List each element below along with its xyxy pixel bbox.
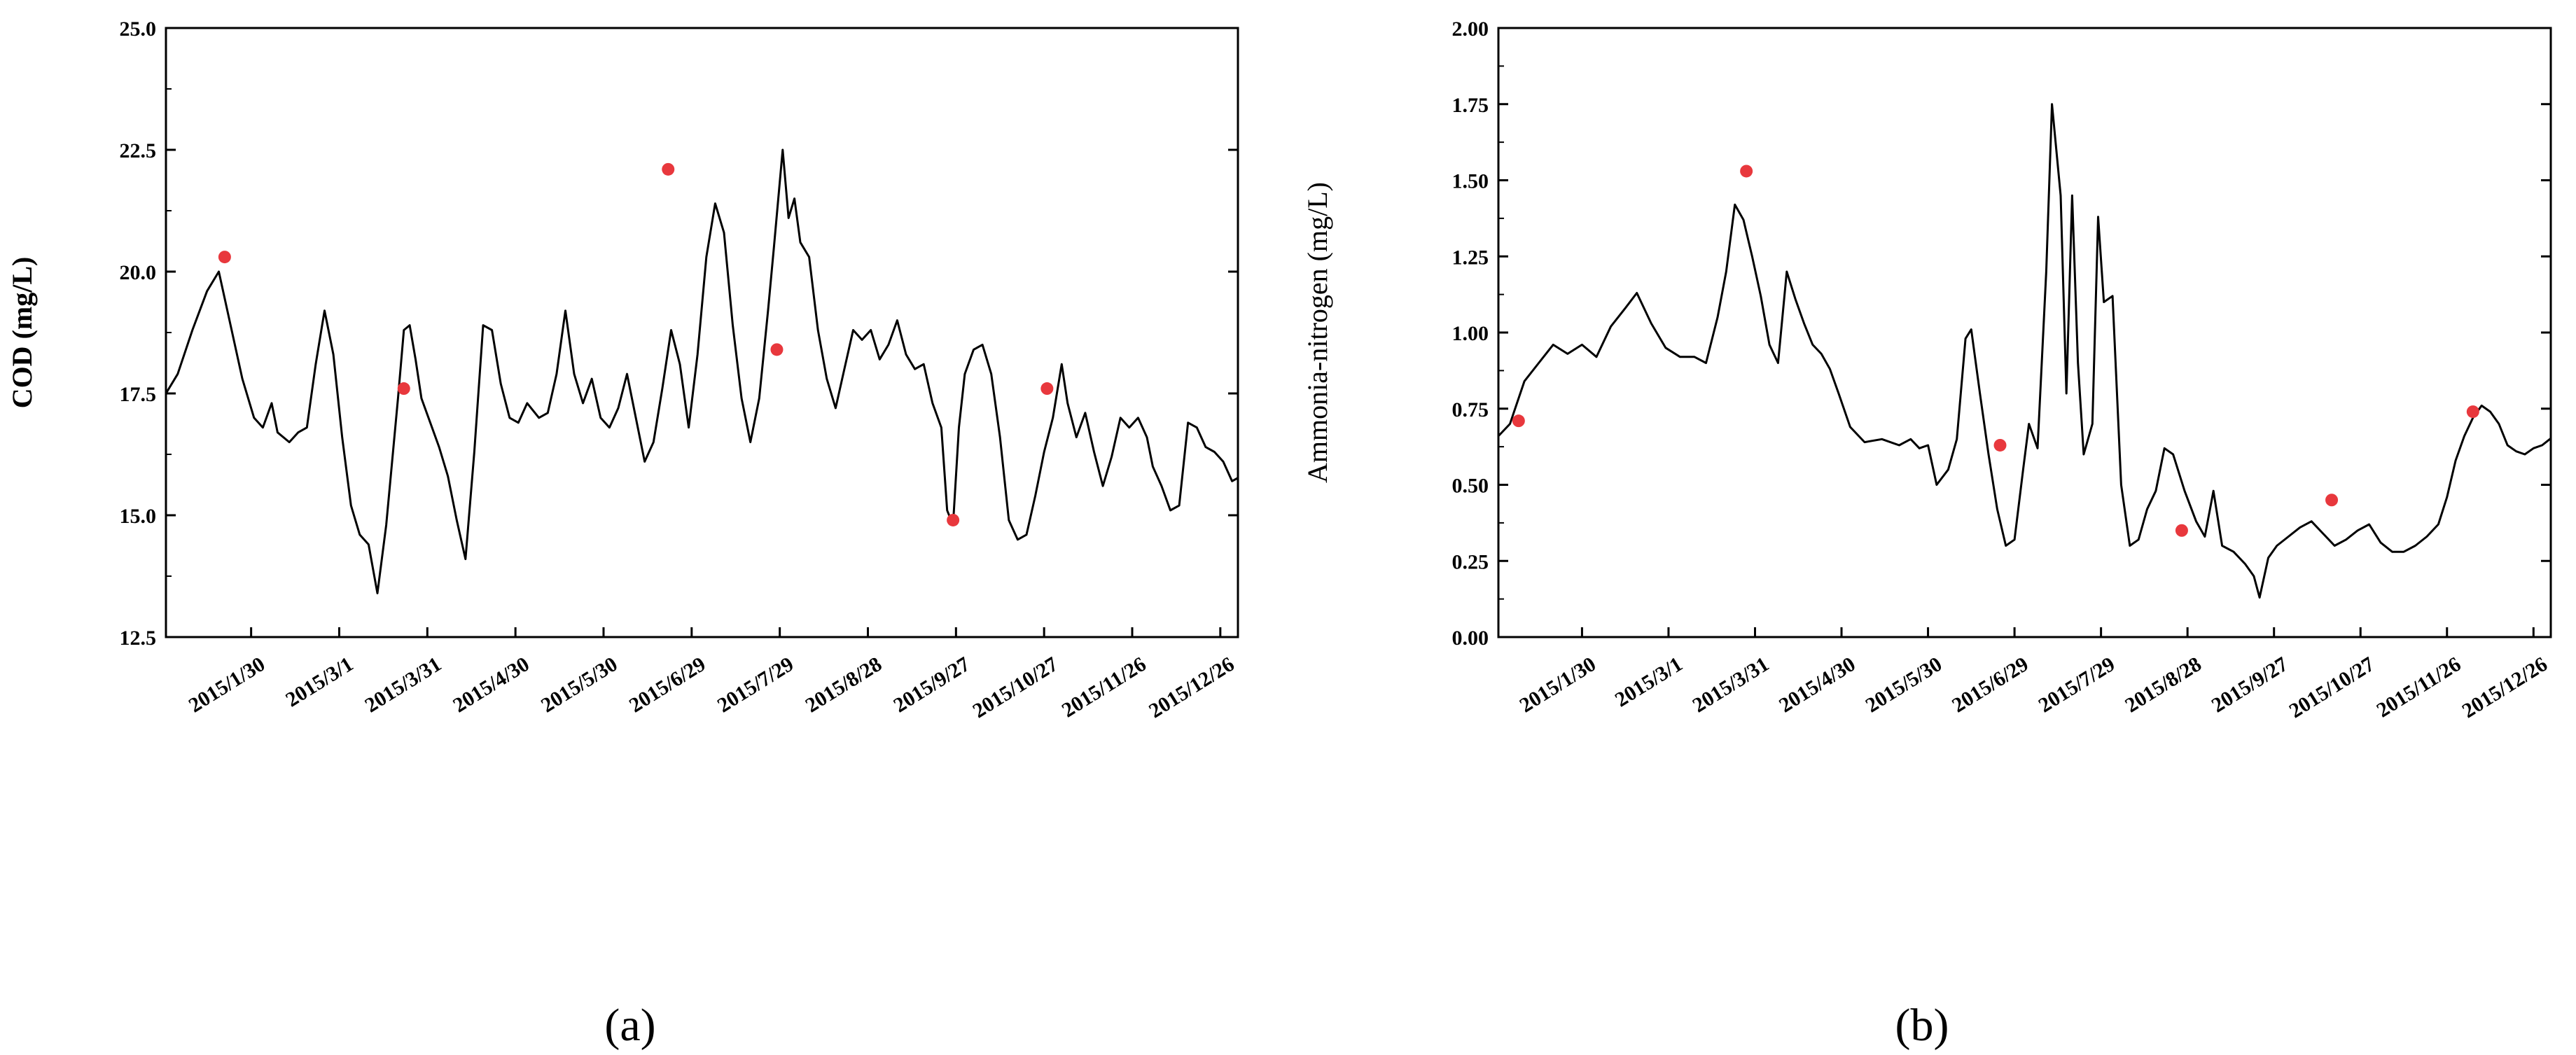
x-tick-label: 2015/4/30 xyxy=(449,652,534,717)
observation-point-5 xyxy=(1040,382,1054,396)
observation-point-4 xyxy=(2325,494,2339,507)
x-tick-label: 2015/1/30 xyxy=(185,652,270,717)
x-tick-label: 2015/12/26 xyxy=(1145,652,1238,722)
observation-point-5 xyxy=(2466,405,2479,419)
x-tick-label: 2015/3/31 xyxy=(1689,652,1774,717)
x-tick-label: 2015/4/30 xyxy=(1775,652,1860,717)
x-tick-label: 2015/11/26 xyxy=(1058,652,1150,722)
series-line xyxy=(1498,103,2551,599)
observation-point-3 xyxy=(770,343,784,356)
panel-label-a: (a) xyxy=(604,1000,655,1051)
y-axis-title: COD (mg/L) xyxy=(6,257,38,409)
x-tick-label: 2015/8/28 xyxy=(802,652,886,717)
observation-point-2 xyxy=(1993,438,2007,452)
x-tick-label: 2015/9/27 xyxy=(889,652,974,717)
x-tick-label: 2015/3/31 xyxy=(361,652,445,717)
observation-point-0 xyxy=(218,251,231,264)
y-tick-label: 1.00 xyxy=(1452,322,1489,345)
observation-point-1 xyxy=(397,382,410,396)
y-tick-label: 0.25 xyxy=(1452,550,1489,573)
plot-frame xyxy=(165,27,1239,638)
x-tick-label: 2015/6/29 xyxy=(1948,652,2033,717)
panel-label-b: (b) xyxy=(1895,1000,1949,1051)
y-tick-label: 1.50 xyxy=(1452,170,1489,193)
x-tick-label: 2015/11/26 xyxy=(2372,652,2465,722)
x-tick-label: 2015/7/29 xyxy=(713,652,798,717)
y-tick-label: 0.75 xyxy=(1452,398,1489,421)
x-tick-label: 2015/12/26 xyxy=(2458,652,2551,722)
y-tick-label: 2.00 xyxy=(1452,18,1489,41)
x-tick-label: 2015/6/29 xyxy=(625,652,710,717)
series-line xyxy=(166,148,1238,594)
y-tick-label: 1.25 xyxy=(1452,246,1489,269)
y-axis-title: Ammonia-nitrogen (mg/L) xyxy=(1302,182,1333,483)
chart-ammonia-nitrogen: 0.00 0.25 0.50 0.75 1.00 1.25 1.50 1.75 2.00 2015… xyxy=(1302,18,2552,722)
x-tick-label: 2015/10/27 xyxy=(968,652,1061,722)
y-tick-label: 22.5 xyxy=(120,139,157,162)
y-tick-label: 25.0 xyxy=(120,18,157,41)
y-tick-label: 0.00 xyxy=(1452,627,1489,650)
observation-point-3 xyxy=(2175,524,2188,537)
y-tick-label: 0.50 xyxy=(1452,475,1489,498)
x-tick-label: 2015/1/30 xyxy=(1515,652,1600,717)
observation-point-4 xyxy=(947,513,960,526)
x-tick-label: 2015/9/27 xyxy=(2208,652,2292,717)
observation-point-2 xyxy=(662,162,675,176)
observation-point-1 xyxy=(1740,165,1753,178)
y-tick-label: 1.75 xyxy=(1452,94,1489,117)
x-tick-label: 2015/8/28 xyxy=(2121,652,2206,717)
x-tick-label: 2015/3/1 xyxy=(1611,652,1687,712)
y-tick-label: 15.0 xyxy=(120,505,157,528)
observation-point-0 xyxy=(1512,414,1525,428)
x-tick-label: 2015/7/29 xyxy=(2035,652,2119,717)
y-tick-label: 20.0 xyxy=(120,261,157,284)
x-tick-label: 2015/5/30 xyxy=(1862,652,1947,717)
y-tick-label: 17.5 xyxy=(120,383,157,406)
x-tick-label: 2015/5/30 xyxy=(537,652,622,717)
x-tick-label: 2015/10/27 xyxy=(2285,652,2379,722)
y-tick-label: 12.5 xyxy=(120,627,157,650)
x-tick-label: 2015/3/1 xyxy=(281,652,357,712)
